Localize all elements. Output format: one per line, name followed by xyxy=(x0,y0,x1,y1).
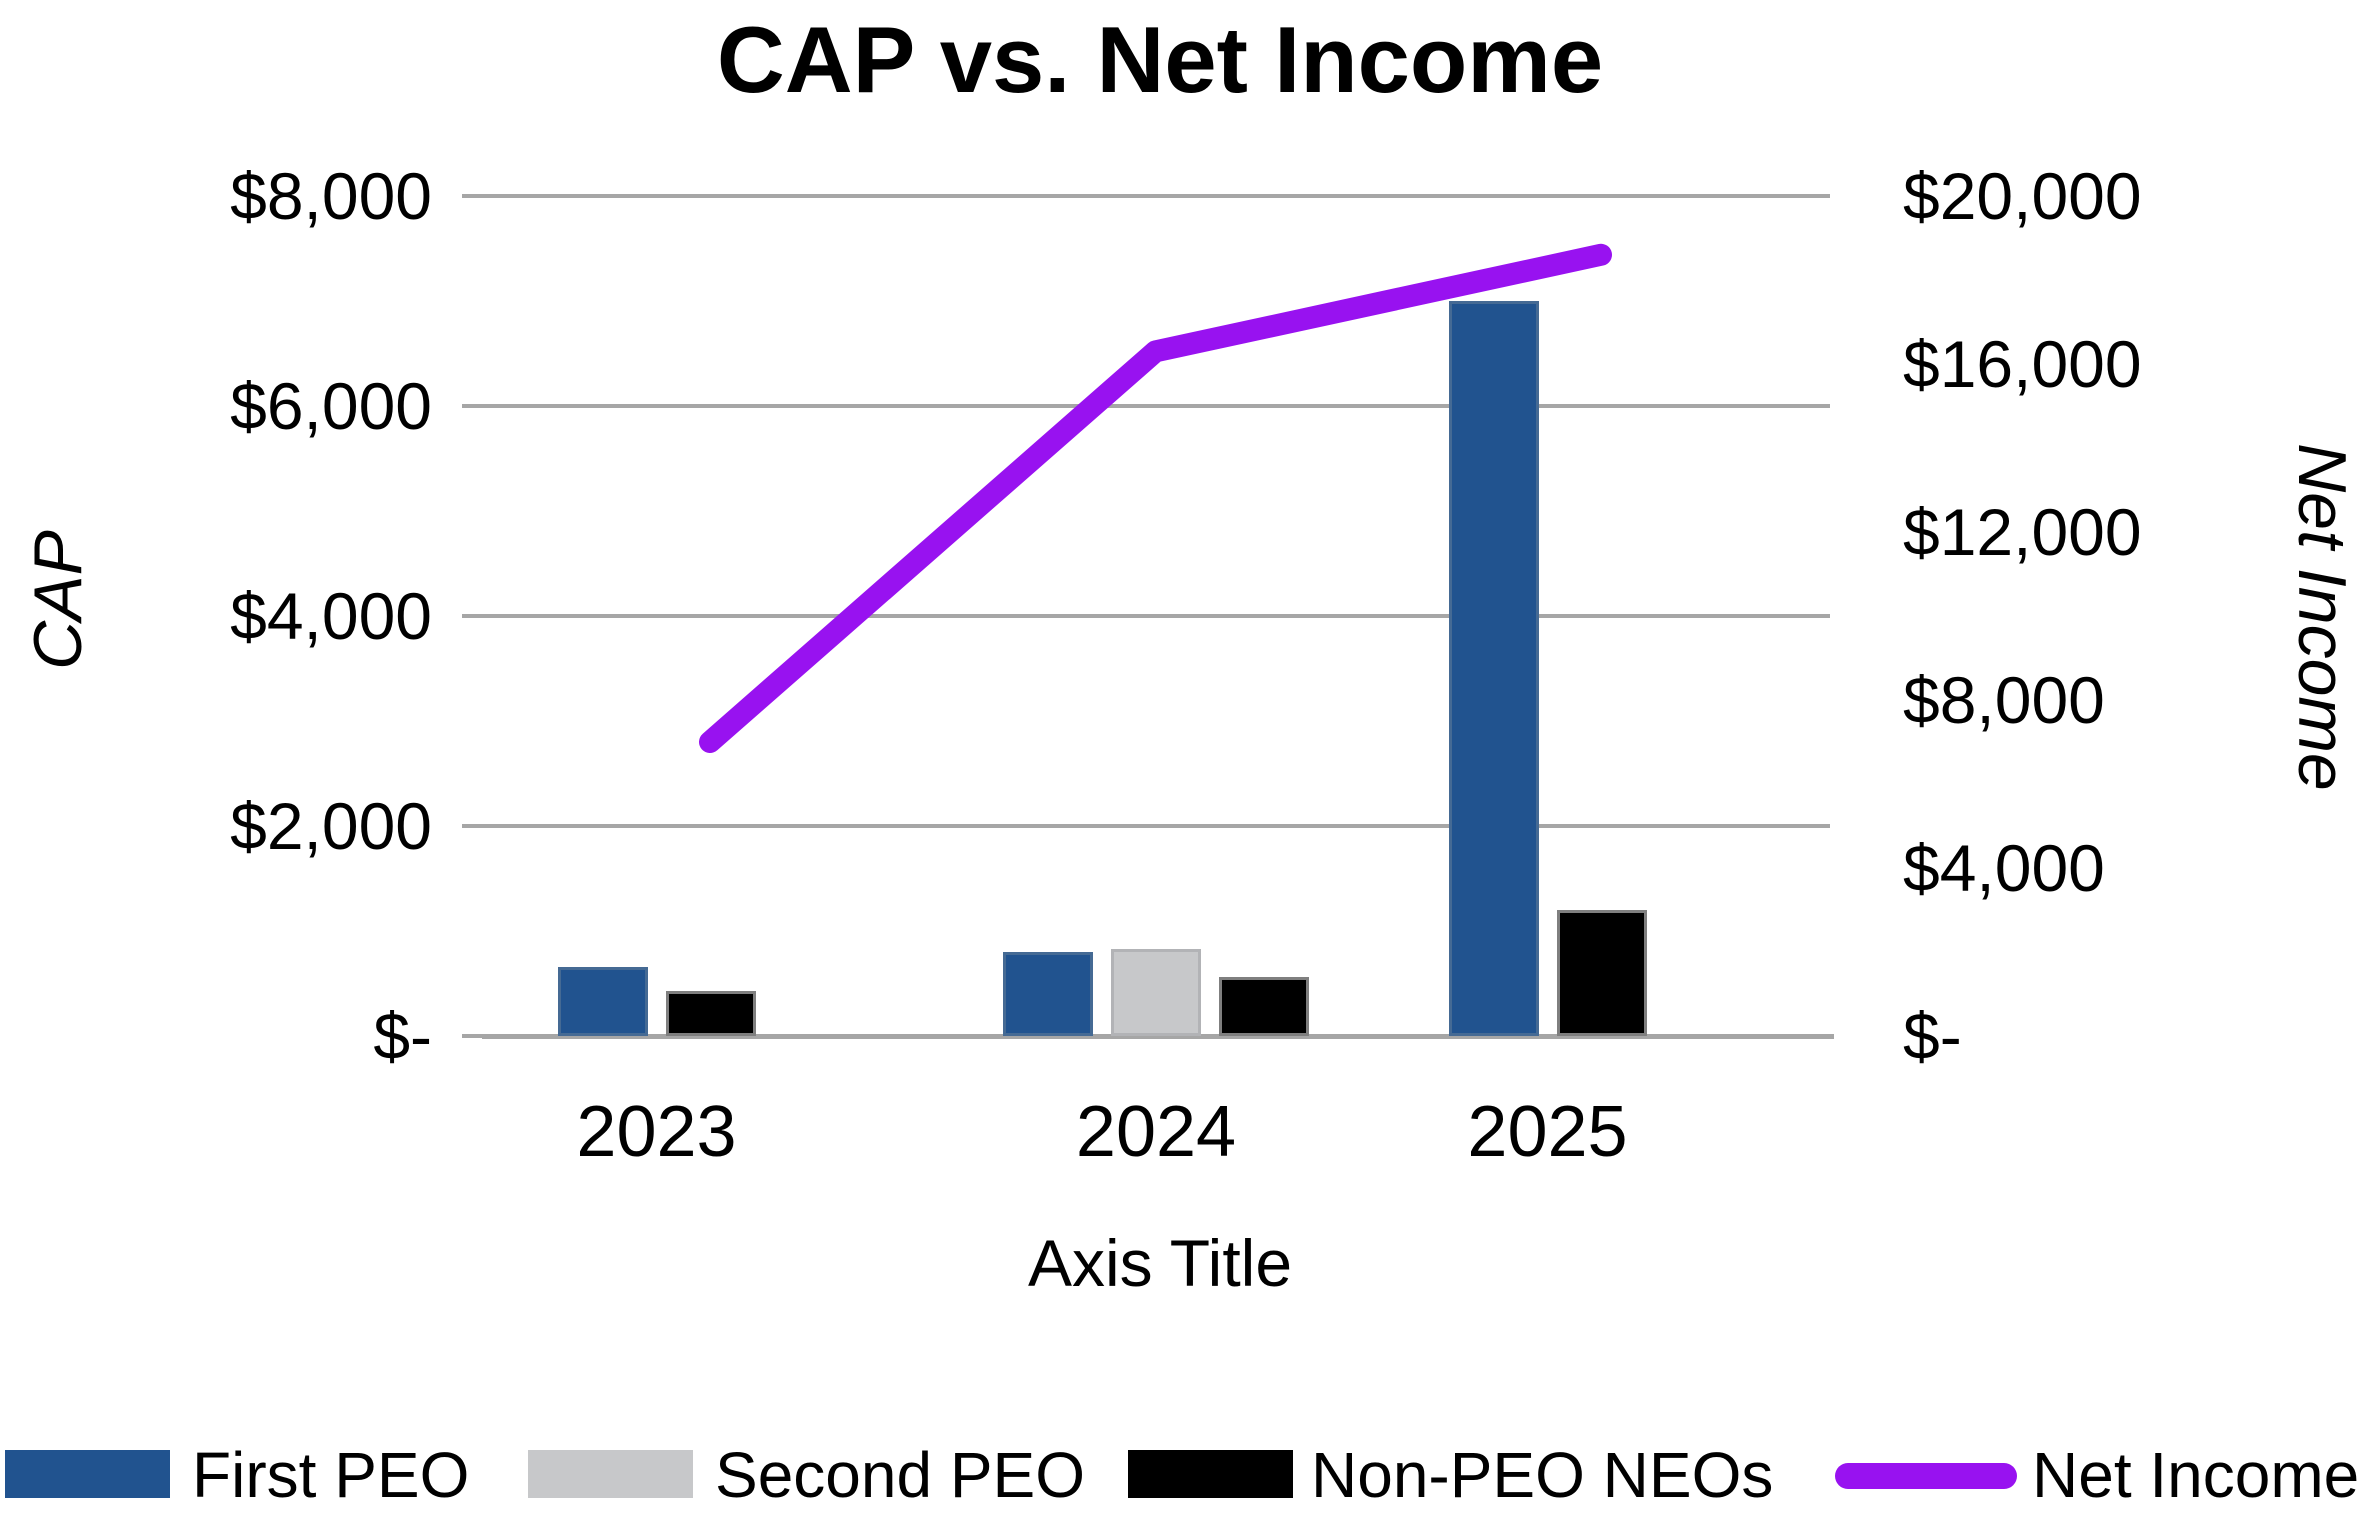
bar-second-peo-2024 xyxy=(1111,948,1201,1036)
left-axis-tick xyxy=(462,614,490,618)
right-axis-tick-label: $16,000 xyxy=(1903,327,2142,401)
left-axis-tick-label: $- xyxy=(373,999,432,1073)
legend: First PEO Second PEO Non-PEO NEOs Net Incom… xyxy=(0,1440,2368,1510)
x-axis-category-label: 2025 xyxy=(1467,1092,1628,1172)
bar-non-peo-neos-2025 xyxy=(1556,910,1647,1036)
left-axis-tick xyxy=(462,824,490,828)
left-axis-tick-label: $8,000 xyxy=(230,159,432,233)
x-axis-title: Axis Title xyxy=(1027,1226,1293,1300)
bar-non-peo-neos-2024 xyxy=(1219,977,1309,1036)
right-axis-tick-label: $20,000 xyxy=(1903,159,2142,233)
right-axis-tick-label: $8,000 xyxy=(1903,663,2105,737)
x-axis-category-label: 2023 xyxy=(576,1092,737,1172)
legend-label: Non-PEO NEOs xyxy=(1311,1439,1774,1511)
left-axis-tick xyxy=(462,194,490,198)
bar-first-peo-2024 xyxy=(1003,952,1093,1036)
right-axis-tick-label: $4,000 xyxy=(1903,831,2105,905)
net-income-line xyxy=(699,243,1612,753)
bar-first-peo-2025 xyxy=(1448,301,1539,1036)
legend-swatch xyxy=(1128,1450,1293,1498)
left-axis-tick-label: $6,000 xyxy=(230,369,432,443)
bar-non-peo-neos-2023 xyxy=(665,990,756,1036)
left-axis-tick-label: $2,000 xyxy=(230,789,432,863)
x-axis-line xyxy=(482,1034,1834,1039)
bar-first-peo-2023 xyxy=(557,966,648,1036)
legend-line-marker xyxy=(1835,1463,2017,1489)
gridline xyxy=(490,194,1830,198)
left-axis-tick xyxy=(462,404,490,408)
right-axis-title: Net Income xyxy=(2284,443,2360,791)
x-axis-category-label: 2024 xyxy=(1075,1092,1237,1172)
left-axis-tick xyxy=(462,1034,490,1038)
gridline xyxy=(490,614,1830,618)
gridline xyxy=(490,404,1830,408)
legend-label: First PEO xyxy=(192,1439,470,1511)
right-axis-tick-label: $12,000 xyxy=(1903,495,2142,569)
legend-swatch xyxy=(528,1450,693,1498)
legend-label: Net Income xyxy=(2032,1439,2360,1511)
left-axis-tick-label: $4,000 xyxy=(230,579,432,653)
right-axis-tick-label: $- xyxy=(1903,999,1962,1073)
legend-label: Second PEO xyxy=(715,1439,1085,1511)
left-axis-title: CAP xyxy=(20,530,96,670)
gridline xyxy=(490,824,1830,828)
legend-swatch xyxy=(5,1450,170,1498)
chart-title: CAP vs. Net Income xyxy=(716,7,1604,112)
